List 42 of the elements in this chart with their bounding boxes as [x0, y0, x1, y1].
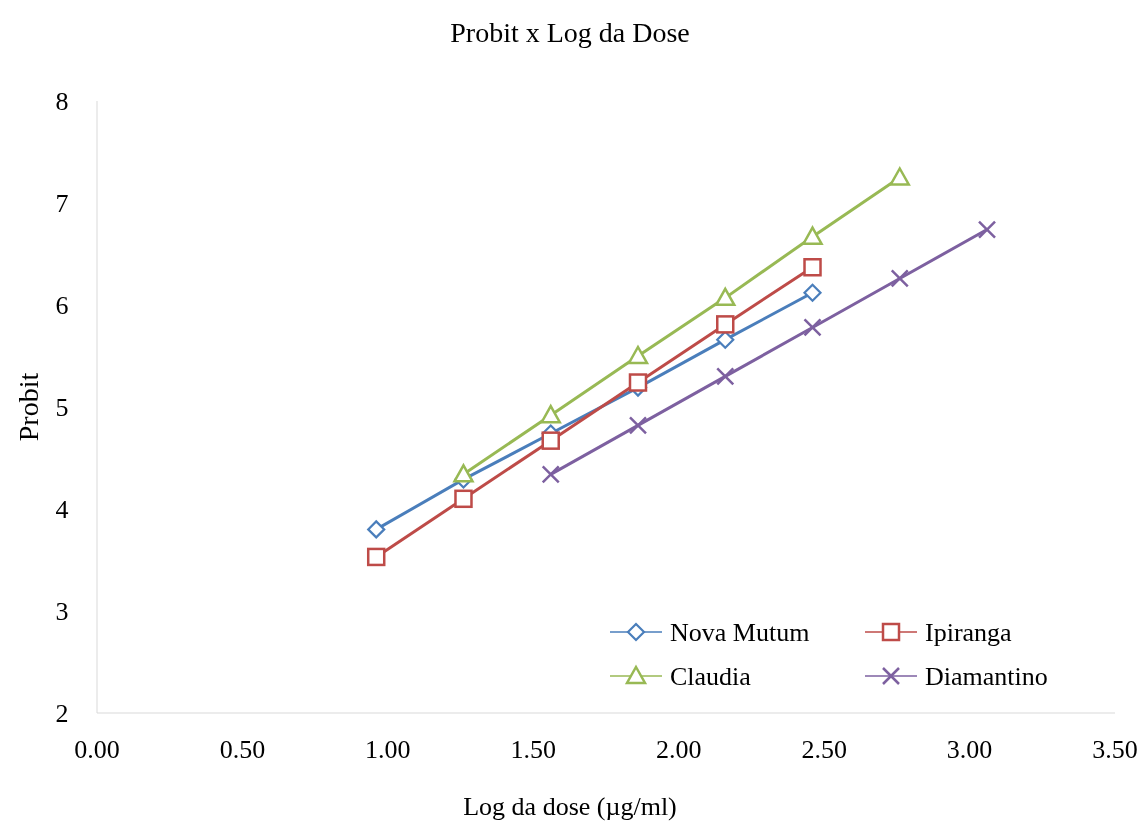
point	[541, 431, 560, 450]
point	[454, 489, 473, 509]
y-axis-title: Probit	[13, 372, 44, 442]
legend-label: Ipiranga	[925, 618, 1013, 648]
x-axis-title: Log da dose (µg/ml)	[463, 792, 677, 821]
x-tick-label: 3.00	[946, 735, 993, 764]
x-tick-label: 2.00	[655, 735, 702, 764]
point	[802, 226, 823, 245]
y-tick-label: 4	[55, 495, 69, 525]
point	[803, 283, 822, 302]
point	[541, 465, 560, 484]
y-tick-label: 7	[55, 189, 69, 219]
legend-label: Nova Mutum	[670, 618, 810, 648]
point	[715, 287, 736, 307]
point	[627, 345, 649, 365]
y-tick-label: 3	[55, 597, 69, 627]
point	[628, 416, 648, 435]
point	[540, 404, 561, 424]
point	[716, 315, 735, 334]
point	[366, 547, 386, 567]
point	[628, 373, 648, 392]
legend-label: Claudia	[670, 662, 752, 692]
y-tick-label: 6	[55, 291, 69, 321]
point	[803, 318, 822, 337]
x-tick-label: 3.50	[1092, 735, 1138, 764]
y-tick-label: 8	[55, 87, 69, 117]
point	[803, 258, 822, 277]
x-tick-label: 2.50	[801, 735, 847, 764]
x-tick-label: 0.00	[74, 735, 120, 764]
x-tick-label: 1.50	[510, 735, 557, 764]
legend-label: Diamantino	[925, 662, 1048, 692]
point	[977, 220, 997, 239]
x-tick-label: 0.50	[219, 735, 266, 764]
point	[889, 167, 911, 186]
chart-title: Probit x Log da Dose	[450, 17, 690, 48]
point	[716, 367, 735, 386]
x-tick-label: 1.00	[365, 735, 411, 764]
point	[453, 464, 474, 483]
point	[367, 520, 386, 539]
y-tick-label: 2	[55, 699, 69, 729]
y-tick-label: 5	[55, 393, 69, 423]
point	[890, 269, 910, 288]
